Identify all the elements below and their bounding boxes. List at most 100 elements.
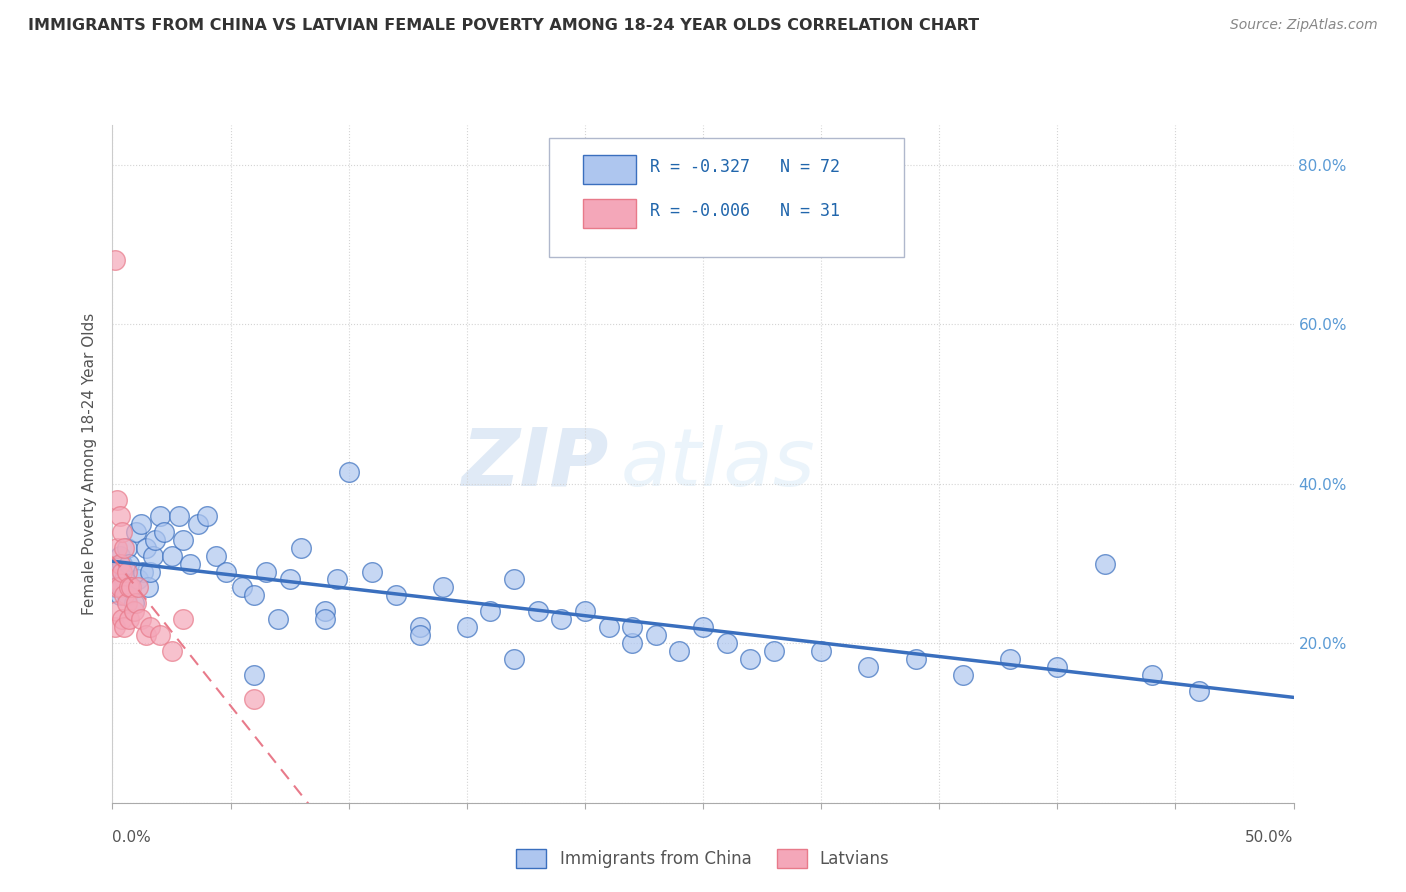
Point [127,581,149,595]
Point [668,644,690,658]
Point [108,557,131,571]
Text: atlas: atlas [620,425,815,503]
Point [149,628,172,642]
Point [290,541,312,555]
Point [215,565,238,579]
Point [1140,668,1163,682]
Legend: Immigrants from China, Latvians: Immigrants from China, Latvians [510,842,896,875]
Point [361,565,384,579]
Point [337,465,360,479]
Point [904,652,927,666]
Point [149,508,172,523]
Point [104,581,127,595]
Point [167,508,190,523]
Point [267,612,290,626]
Text: R = -0.006   N = 31: R = -0.006 N = 31 [650,202,839,220]
Point [111,524,134,539]
Point [1188,684,1211,698]
Point [243,668,266,682]
Text: Source: ZipAtlas.com: Source: ZipAtlas.com [1230,18,1378,32]
Point [127,573,149,587]
Point [115,565,138,579]
Point [112,589,135,603]
Point [621,636,644,650]
Point [104,573,127,587]
Point [998,652,1021,666]
Point [503,573,526,587]
Point [108,581,131,595]
Point [105,492,128,507]
Point [118,581,141,595]
Point [125,524,148,539]
Point [503,652,526,666]
Point [108,589,131,603]
Point [125,596,148,610]
Point [118,612,141,626]
Point [111,557,134,571]
Text: 0.0%: 0.0% [112,830,152,845]
Point [598,620,620,634]
Point [179,557,201,571]
Point [314,612,336,626]
Point [314,604,336,618]
Text: ZIP: ZIP [461,425,609,503]
Point [952,668,974,682]
Point [1046,660,1069,674]
Point [479,604,502,618]
Point [139,565,162,579]
Point [740,652,762,666]
Point [1094,557,1116,571]
Point [172,612,194,626]
Point [112,573,135,587]
Point [278,573,301,587]
Point [716,636,738,650]
Point [408,628,430,642]
Point [135,541,157,555]
Point [135,628,157,642]
Point [153,524,176,539]
Text: 50.0%: 50.0% [1246,830,1294,845]
Point [243,692,266,706]
Point [111,612,134,626]
Bar [582,200,636,228]
FancyBboxPatch shape [550,138,904,257]
Point [186,516,208,531]
Point [692,620,714,634]
Point [132,565,155,579]
Point [143,533,166,547]
Point [115,596,138,610]
Point [122,596,145,610]
Point [105,581,128,595]
Point [172,533,194,547]
Point [111,565,134,579]
Point [115,589,138,603]
Point [432,581,454,595]
Point [385,589,408,603]
Point [104,253,127,268]
Point [105,565,128,579]
Point [108,508,131,523]
Point [160,644,183,658]
Point [195,508,218,523]
Point [526,604,548,618]
Point [104,620,127,634]
Point [326,573,349,587]
Point [122,604,145,618]
Point [112,541,135,555]
Point [136,581,159,595]
Point [762,644,785,658]
Point [105,604,128,618]
Point [621,620,644,634]
Point [231,581,253,595]
Point [456,620,478,634]
Point [142,549,165,563]
Text: IMMIGRANTS FROM CHINA VS LATVIAN FEMALE POVERTY AMONG 18-24 YEAR OLDS CORRELATIO: IMMIGRANTS FROM CHINA VS LATVIAN FEMALE … [28,18,979,33]
Point [129,516,152,531]
Point [139,620,162,634]
Point [243,589,266,603]
Point [108,549,131,563]
Point [644,628,666,642]
Point [810,644,832,658]
Point [112,620,135,634]
Y-axis label: Female Poverty Among 18-24 Year Olds: Female Poverty Among 18-24 Year Olds [82,313,97,615]
